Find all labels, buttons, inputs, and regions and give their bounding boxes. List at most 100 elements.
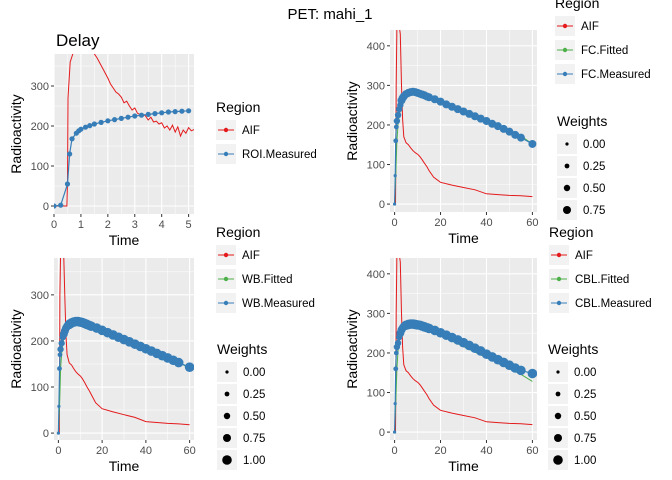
y-tick-label: 100 xyxy=(31,161,49,173)
weights-label: 0.00 xyxy=(243,367,265,379)
weights-label: 1.00 xyxy=(574,455,596,467)
legend-label: WB.Measured xyxy=(242,298,315,310)
legend-label: WB.Fitted xyxy=(242,274,292,286)
data-point xyxy=(69,136,75,142)
series-line-AIF xyxy=(394,258,533,433)
weights-key-point xyxy=(564,163,570,169)
data-point xyxy=(393,124,399,130)
data-point xyxy=(516,133,525,142)
x-tick-label: 20 xyxy=(96,445,108,457)
x-axis-title: Time xyxy=(448,230,479,246)
y-axis-title: Radioactivity xyxy=(344,81,360,160)
legend-key-point xyxy=(562,23,568,29)
figure-title: PET: mahi_1 xyxy=(287,6,372,23)
weights-label: 0.25 xyxy=(574,389,596,401)
weights-legend-title: Weights xyxy=(548,341,598,357)
data-point xyxy=(393,117,401,125)
chart-fc: 0 20 40 60 0 100 200 300 400 Time Radioactivity Reg… xyxy=(344,0,651,246)
weights-key-point xyxy=(222,455,232,465)
legend-label: CBL.Measured xyxy=(575,298,652,310)
data-point xyxy=(64,181,71,187)
weights-label: 0.50 xyxy=(583,183,605,195)
chart-title: Delay xyxy=(56,31,100,50)
data-point xyxy=(528,139,537,148)
data-point xyxy=(132,113,138,119)
chart-delay: 0 1 2 3 4 5 0 100 200 300 Time Radioactivity Delay Re… xyxy=(8,31,317,248)
data-point xyxy=(56,431,60,435)
legend-key-point xyxy=(562,71,568,77)
data-point xyxy=(78,126,84,132)
data-point xyxy=(57,366,62,371)
data-point xyxy=(393,366,399,372)
x-tick-label: 60 xyxy=(184,445,196,457)
y-tick-label: 300 xyxy=(31,81,49,93)
data-point xyxy=(105,118,111,124)
x-tick-label: 0 xyxy=(51,219,57,231)
legend-key-point xyxy=(223,276,229,282)
weights-key-point xyxy=(555,391,561,397)
data-point xyxy=(392,430,397,434)
legend-label: AIF xyxy=(581,21,599,33)
weights-key-point xyxy=(223,434,231,442)
y-tick-label: 100 xyxy=(367,388,385,400)
chart-wb: 0 20 40 60 0 100 200 300 Time Radioactivity Region… xyxy=(8,224,315,474)
data-point xyxy=(87,123,93,129)
data-point xyxy=(82,124,89,130)
y-tick-label: 400 xyxy=(367,41,385,53)
y-axis-title: Radioactivity xyxy=(8,309,24,388)
data-point xyxy=(394,339,402,347)
weights-legend-title: Weights xyxy=(557,113,607,129)
data-point xyxy=(186,108,192,114)
data-point xyxy=(57,346,64,353)
data-point xyxy=(184,362,194,372)
y-tick-label: 100 xyxy=(31,382,49,394)
data-point xyxy=(159,110,165,116)
weights-key-point xyxy=(556,370,560,374)
legend-title: Region xyxy=(549,224,593,240)
legend-key-point xyxy=(556,252,562,258)
x-tick-label: 1 xyxy=(78,219,84,231)
data-point xyxy=(179,108,185,114)
charts-layer: 0 1 2 3 4 50100200300TimeRadioactivityDelayRe… xyxy=(8,0,652,474)
legend-key-point xyxy=(223,300,229,306)
x-tick-label: 20 xyxy=(434,217,446,229)
data-point xyxy=(111,117,118,123)
weights-label: 0.00 xyxy=(574,367,596,379)
legend-label: CBL.Fitted xyxy=(575,274,629,286)
legend-label: FC.Measured xyxy=(581,69,651,81)
data-point xyxy=(67,151,73,157)
y-tick-label: 200 xyxy=(367,348,385,360)
legend-label: AIF xyxy=(242,125,260,137)
data-point xyxy=(393,174,397,178)
data-point xyxy=(152,111,158,117)
legend-key-point xyxy=(223,127,229,133)
legend-title: Region xyxy=(555,0,599,11)
series-layer xyxy=(392,258,537,434)
y-tick-label: 200 xyxy=(31,121,49,133)
x-tick-label: 3 xyxy=(132,219,138,231)
x-tick-label: 0 xyxy=(392,445,398,457)
weights-label: 0.25 xyxy=(243,389,265,401)
y-tick-label: 0 xyxy=(43,428,49,440)
weights-key-point xyxy=(553,455,563,465)
weights-label: 1.00 xyxy=(243,455,265,467)
series-layer xyxy=(54,54,194,209)
y-tick-label: 300 xyxy=(367,80,385,92)
x-tick-label: 5 xyxy=(186,219,192,231)
data-point xyxy=(165,109,172,115)
data-point xyxy=(393,402,397,406)
weights-key-point xyxy=(223,412,231,420)
y-tick-label: 100 xyxy=(367,160,385,172)
data-point xyxy=(145,111,151,117)
x-axis-title: Time xyxy=(109,232,140,248)
data-point xyxy=(138,112,145,118)
x-tick-label: 60 xyxy=(526,445,538,457)
weights-label: 0.25 xyxy=(583,161,605,173)
legend-key-point xyxy=(556,300,562,306)
data-point xyxy=(58,340,65,347)
series-layer xyxy=(392,30,537,206)
legend-key-point xyxy=(223,151,229,157)
weights-label: 0.75 xyxy=(574,433,596,445)
x-tick-label: 40 xyxy=(140,445,152,457)
